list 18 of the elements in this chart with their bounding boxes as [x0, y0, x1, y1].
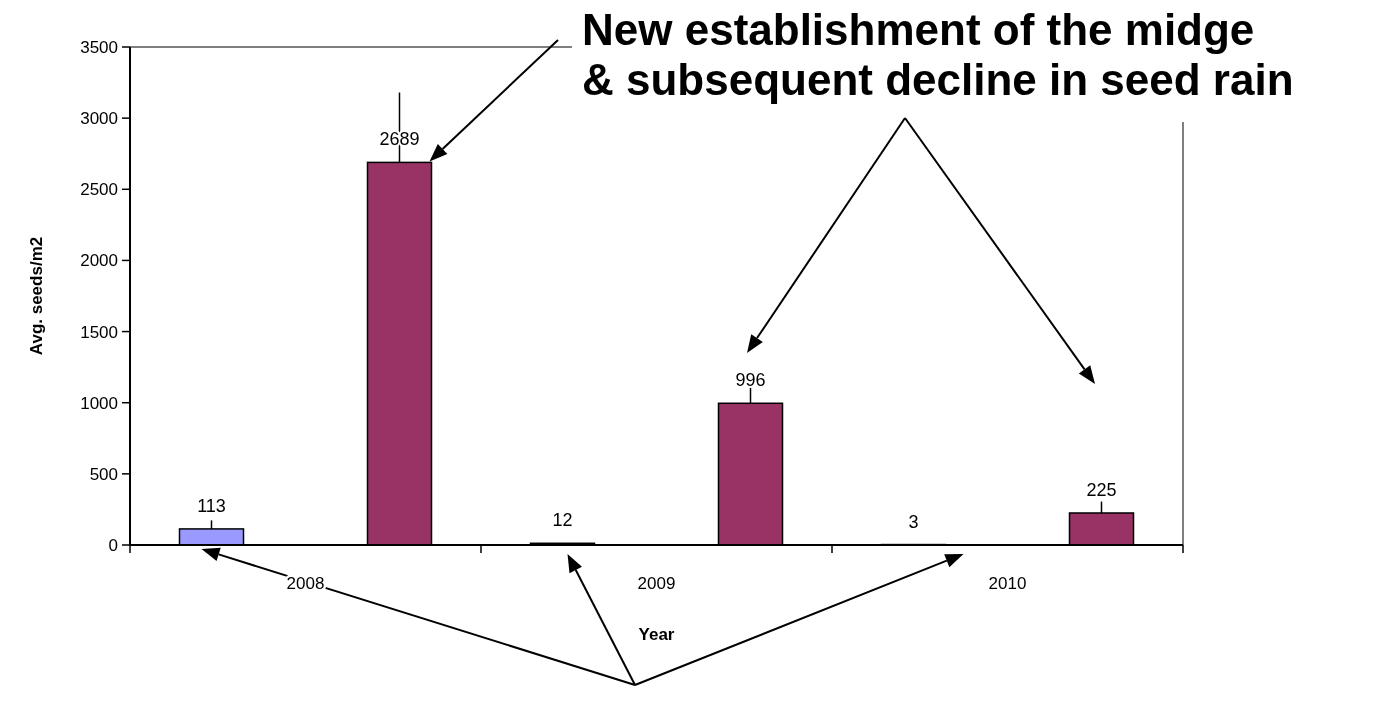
y-tick-label: 1000 [80, 393, 118, 413]
y-tick-label: 500 [89, 464, 118, 484]
x-tick-label: 2009 [637, 574, 676, 593]
y-tick-label: 3500 [80, 37, 118, 57]
data-label: 3 [908, 511, 919, 532]
y-tick-label: 3000 [80, 109, 118, 129]
y-tick-label: 2000 [80, 251, 118, 271]
data-label: 996 [735, 370, 766, 391]
x-tick-label: 2010 [988, 574, 1027, 593]
annotation: New establishment of the midge & subsequent decline in seed rain [582, 5, 1294, 104]
y-tick-label: 2500 [80, 180, 118, 200]
data-label: 12 [552, 510, 573, 531]
y-axis-title: Avg. seeds/m2 [27, 236, 46, 356]
x-axis-title: Year [638, 625, 675, 644]
y-tick-label: 1500 [80, 322, 118, 342]
data-label: 225 [1086, 479, 1117, 500]
y-tick-label: 0 [108, 535, 118, 555]
data-label: 113 [197, 495, 226, 516]
